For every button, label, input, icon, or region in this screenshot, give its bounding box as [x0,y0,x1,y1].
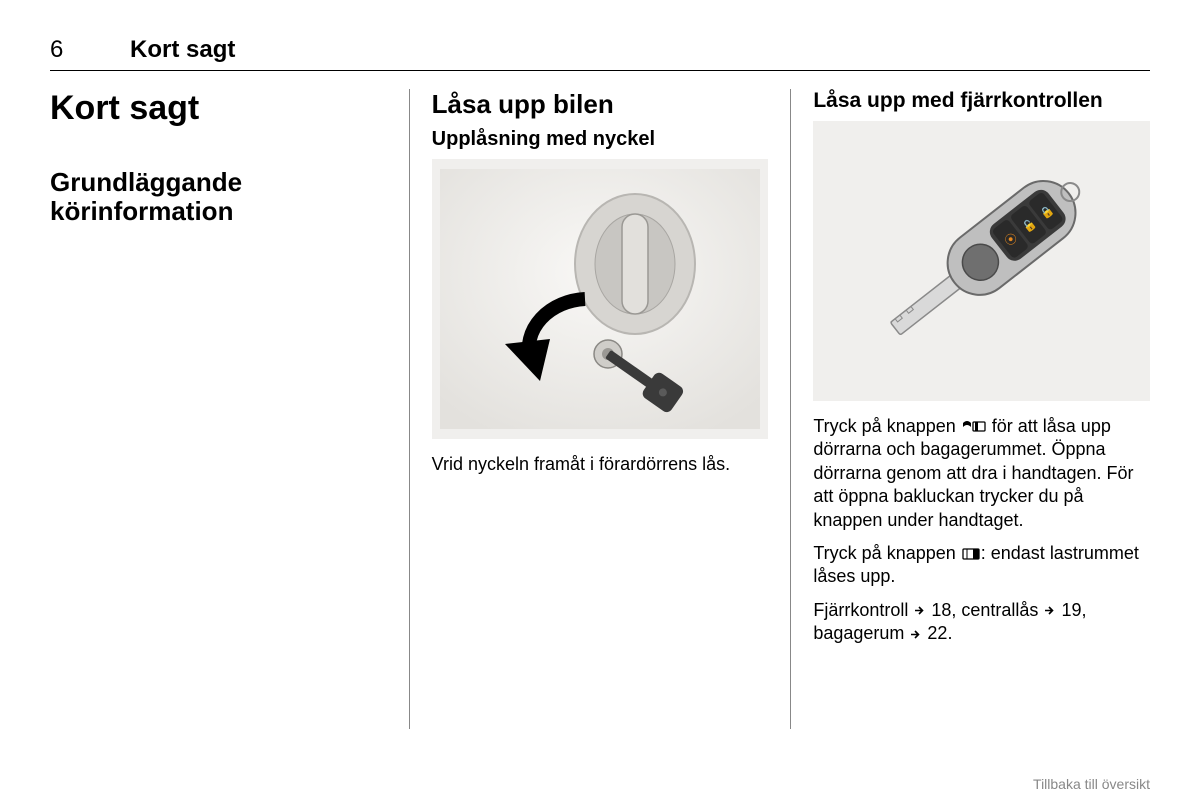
col3-para-3: Fjärrkontroll 18, centrallås 19, bagager… [813,599,1150,646]
column-2: Låsa upp bilen Upplåsning med nyckel [409,89,791,729]
p3-text-a: Fjärrkontroll [813,600,913,620]
p1-text-a: Tryck på knappen [813,416,960,436]
p2-text-a: Tryck på knappen [813,543,960,563]
chapter-title: Kort sagt [130,36,235,64]
ref-arrow-icon-1 [913,604,926,617]
col2-caption: Vrid nyckeln framåt i förardörrens lås. [432,453,769,476]
back-to-overview-link[interactable]: Tillbaka till översikt [1033,776,1150,792]
page-number: 6 [50,36,130,64]
figure-remote-key: ⦿ 🔓 🔒 [813,121,1150,401]
col3-para-2: Tryck på knappen : endast last­rummet lå… [813,542,1150,589]
remote-key-illustration: ⦿ 🔓 🔒 [822,131,1142,391]
subsection-line1: Grundläggande [50,167,242,197]
main-title: Kort sagt [50,89,387,128]
column-1: Kort sagt Grundläggande körinformation [50,89,409,729]
p3-text-d: 22. [922,623,952,643]
unlock-doors-icon [961,420,987,434]
content-columns: Kort sagt Grundläggande körinformation L… [50,89,1150,729]
col3-title: Låsa upp med fjärrkontrollen [813,89,1150,113]
unlock-cargo-icon [961,547,981,561]
page-header: 6 Kort sagt [50,36,1150,71]
p3-text-b: 18, centrallås [926,600,1043,620]
col3-para-1: Tryck på knappen för att låsa upp dörrar… [813,415,1150,532]
ref-arrow-icon-3 [909,628,922,641]
col2-sub-title: Upplåsning med nyckel [432,128,769,151]
subsection-title: Grundläggande körinformation [50,168,387,225]
ref-arrow-icon-2 [1043,604,1056,617]
door-key-illustration [440,169,760,429]
figure-door-key [432,159,769,439]
column-3: Låsa upp med fjärrkontrollen [790,89,1150,729]
subsection-line2: körinformation [50,196,233,226]
col2-title: Låsa upp bilen [432,89,769,120]
manual-page: 6 Kort sagt Kort sagt Grundläggande köri… [0,0,1200,802]
